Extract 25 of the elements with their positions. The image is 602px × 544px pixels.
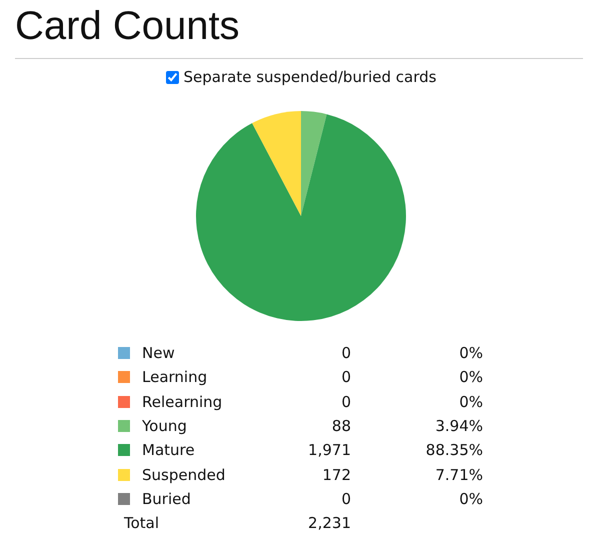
legend-label: Young xyxy=(141,416,188,438)
text: 3.94% xyxy=(434,416,483,438)
data-label: 88 xyxy=(330,416,351,438)
legend-label: Learning xyxy=(141,367,208,388)
text: Total xyxy=(123,513,160,534)
text: 0% xyxy=(458,367,483,388)
legend-label: New xyxy=(141,343,176,364)
text: 7.71% xyxy=(434,464,483,486)
text: 0 xyxy=(341,490,351,508)
legend-label: Buried xyxy=(141,488,192,510)
legend-label: Relearning xyxy=(141,392,224,413)
text: 2,231 xyxy=(308,514,351,532)
text: 0 xyxy=(341,344,351,362)
text: 0% xyxy=(458,488,483,510)
text: 0 xyxy=(341,392,351,411)
text: 0% xyxy=(458,343,483,364)
legend-label: Mature xyxy=(141,440,196,462)
text: 0 xyxy=(341,368,351,386)
data-label: 172 xyxy=(321,464,351,486)
data-label: 1,971 xyxy=(307,440,351,462)
legend-label: Suspended xyxy=(141,464,226,486)
chart-subtitle: Separate suspended/buried cards xyxy=(184,68,436,86)
chart-title: Card Counts xyxy=(15,4,240,49)
text: 0% xyxy=(458,392,483,413)
text: 88.35% xyxy=(424,440,483,462)
